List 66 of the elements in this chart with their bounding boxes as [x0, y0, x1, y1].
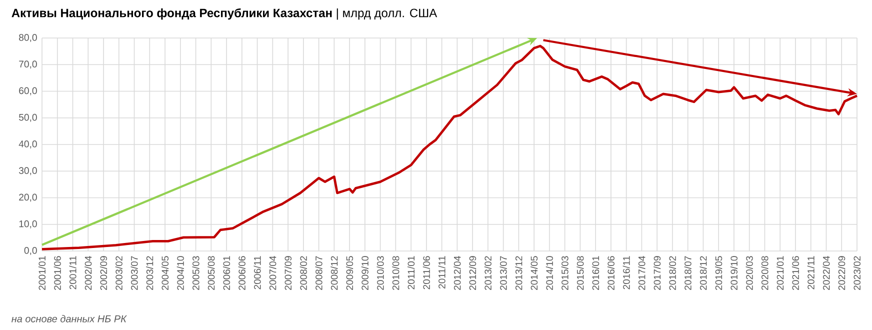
x-tick-label: 2013/07: [500, 256, 507, 290]
y-tick-label: 60,0: [19, 87, 37, 96]
x-tick-label: 2018/07: [684, 256, 692, 290]
text: на основе данных НБ РК: [12, 314, 127, 322]
x-tick-label: 2005/03: [192, 256, 200, 290]
x-tick-label: 2012/04: [454, 256, 461, 290]
x-tick-label: 2014/10: [546, 256, 553, 290]
x-tick-label: 2020/03: [746, 256, 753, 290]
y-tick-label: 10,0: [19, 220, 37, 228]
x-tick-label: 2022/09: [838, 256, 846, 290]
x-tick-label: 2021/11: [807, 256, 814, 290]
x-tick-label: 2013/12: [515, 256, 522, 290]
x-tick-label: 2001/11: [69, 256, 76, 290]
x-tick-label: 2002/04: [84, 256, 92, 290]
x-tick-label: 2010/08: [392, 256, 400, 290]
x-tick-label: 2003/07: [130, 256, 138, 290]
x-tick-label: 2006/11: [254, 256, 261, 290]
x-tick-label: 2011/11: [438, 256, 446, 289]
x-tick-label: 2016/06: [607, 256, 614, 290]
x-tick-label: 2001/06: [54, 256, 61, 290]
x-tick-label: 2013/02: [484, 256, 492, 290]
x-tick-label: 2004/10: [176, 256, 184, 290]
x-tick-label: 2005/08: [208, 256, 215, 290]
x-tick-label: 2009/05: [346, 256, 354, 290]
line-series: [40, 44, 858, 250]
x-tick-label: 2012/09: [469, 256, 476, 290]
x-tick-label: 2007/09: [284, 256, 292, 290]
x-tick-label: 2022/04: [822, 256, 830, 290]
x-tick-label: 2008/12: [330, 256, 338, 290]
x-tick-label: 2011/06: [422, 256, 430, 290]
x-tick-label: 2003/02: [115, 256, 122, 290]
y-tick-label: 80,0: [19, 34, 37, 42]
x-tick-label: 2011/01: [408, 256, 415, 290]
x-tick-label: 2020/08: [761, 256, 768, 290]
x-tick-label: 2019/05: [715, 256, 722, 290]
x-tick-label: 2016/11: [622, 256, 630, 290]
x-tick-label: 2007/04: [269, 256, 276, 290]
x-tick-label: 2017/09: [654, 256, 661, 290]
y-tick-label: 20,0: [19, 194, 37, 202]
y-tick-label: 40,0: [18, 140, 37, 148]
x-tick-label: 2019/10: [730, 256, 738, 290]
x-tick-label: 2018/12: [700, 256, 707, 290]
x-tick-label: 2014/05: [530, 256, 538, 290]
x-tick-label: 2017/04: [638, 256, 646, 290]
x-tick-label: 2008/07: [315, 256, 322, 290]
x-tick-label: 2006/01: [223, 256, 230, 290]
x-tick-label: 2009/10: [361, 256, 368, 290]
x-tick-label: 2023/02: [853, 256, 861, 290]
chart-title: Активы Национального фонда Республики Казахстан | млрд долл. США: [12, 8, 438, 20]
x-tick-label: 2016/01: [592, 256, 600, 290]
x-tick-label: 2001/01: [38, 256, 46, 290]
x-tick-label: 2008/02: [300, 256, 307, 290]
x-tick-label: 2021/06: [792, 256, 800, 290]
x-tick-label: 2006/06: [238, 256, 246, 290]
y-tick-label: 30,0: [18, 167, 37, 176]
x-tick-label: 2015/03: [561, 256, 568, 290]
x-tick-label: 2018/02: [668, 256, 676, 290]
y-tick-label: 0,0: [24, 247, 37, 255]
y-tick-label: 70,0: [19, 60, 37, 69]
x-tick-label: 2002/09: [100, 256, 108, 290]
x-tick-label: 2021/01: [776, 256, 784, 290]
x-tick-label: 2015/08: [576, 256, 584, 290]
x-tick-label: 2004/05: [161, 256, 169, 290]
y-tick-label: 50,0: [18, 114, 37, 122]
x-tick-label: 2003/12: [146, 256, 154, 290]
x-tick-label: 2010/03: [376, 256, 384, 290]
